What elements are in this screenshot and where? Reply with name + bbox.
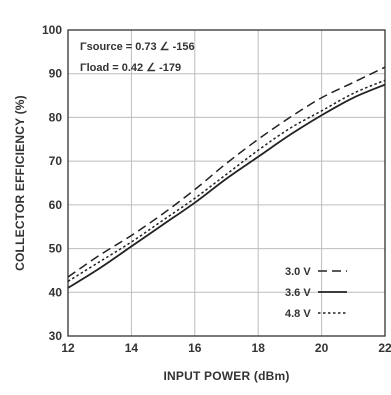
series-line-4-8-v — [67, 79, 386, 282]
plot-frame — [67, 29, 386, 337]
y-tick-label: 90 — [49, 67, 63, 81]
legend-label: 4.8 V — [285, 308, 311, 320]
plot-border — [67, 29, 386, 337]
series-line-3-6-v — [67, 83, 386, 289]
y-tick-label: 50 — [49, 242, 63, 256]
x-tick-label: 22 — [378, 341, 391, 355]
x-tick-label: 18 — [252, 341, 266, 355]
series-layer — [67, 66, 386, 289]
x-tick-label: 14 — [125, 341, 139, 355]
grid — [68, 30, 385, 336]
legend: 3.0 V 3.6 V 4.8 V — [285, 266, 347, 320]
y-tick-label: 80 — [49, 110, 63, 124]
y-tick-label: 100 — [42, 23, 62, 37]
y-tick-label: 30 — [49, 329, 63, 343]
y-axis-title: COLLECTOR EFFICIENCY (%) — [13, 95, 27, 271]
x-tick-label: 12 — [61, 341, 75, 355]
y-tick-label: 40 — [49, 285, 63, 299]
legend-label: 3.6 V — [285, 287, 311, 299]
top-caption-remnant — [0, 0, 391, 4]
series-line-3-0-v — [67, 66, 386, 278]
annotation-gamma-source: Γsource = 0.73 ∠ -156 — [80, 41, 195, 53]
y-tick-label: 70 — [49, 154, 63, 168]
legend-label: 3.0 V — [285, 266, 311, 278]
x-axis-title: INPUT POWER (dBm) — [163, 369, 289, 383]
x-tick-label: 20 — [315, 341, 329, 355]
annotation-gamma-load: Γload = 0.42 ∠ -179 — [80, 62, 181, 74]
y-tick-label: 60 — [49, 198, 63, 212]
x-tick-label: 16 — [188, 341, 202, 355]
tick-labels: 12 14 16 18 20 22 30 40 50 60 70 80 90 100 — [42, 23, 391, 355]
